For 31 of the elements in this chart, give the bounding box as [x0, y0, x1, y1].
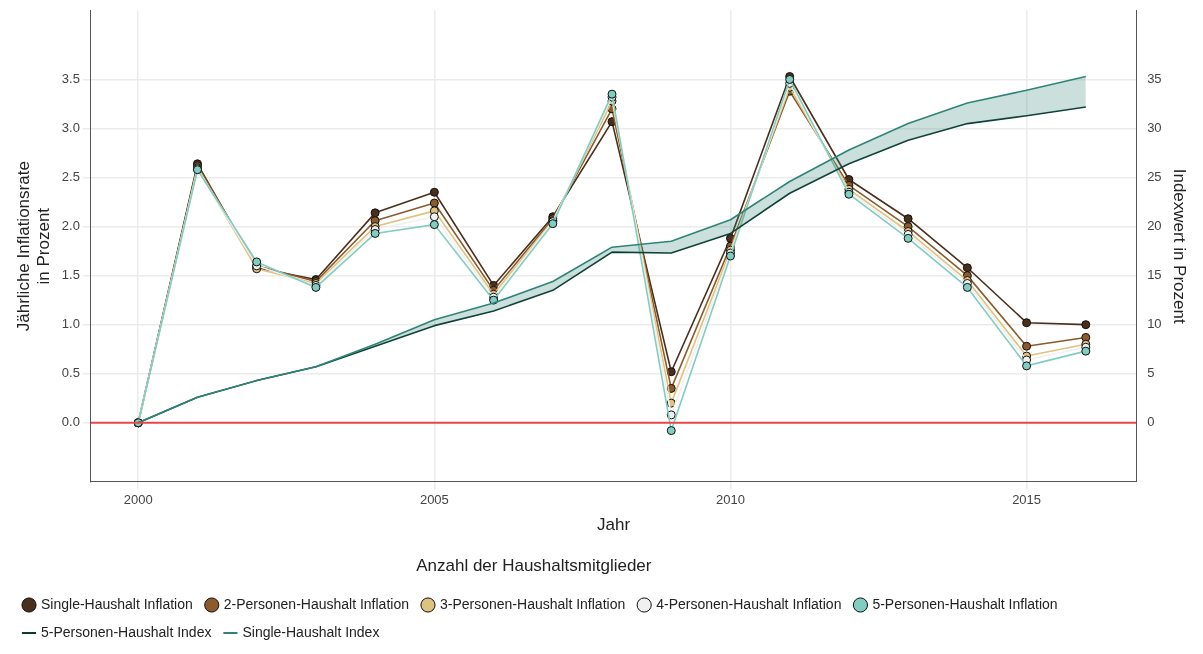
- y-tick-label: 1.0: [61, 316, 80, 332]
- legend-label: Single-Haushalt Index: [242, 623, 380, 640]
- x-tick-label: 2015: [1012, 491, 1042, 507]
- y2-axis-title: Indexwert in Prozent: [1170, 168, 1190, 324]
- legend-title: Anzahl der Haushaltsmitglieder: [416, 555, 652, 575]
- y-axis-title: Jährliche Inflationsrate in Prozent: [13, 161, 54, 332]
- x-tick-label: 2000: [123, 491, 153, 507]
- y-tick-label: 2.0: [61, 218, 80, 234]
- legend-label: 3-Personen-Haushalt Inflation: [439, 595, 626, 612]
- y2-tick-label: 30: [1147, 120, 1162, 136]
- y2-tick-label: 25: [1147, 169, 1162, 185]
- y-tick-label: 3.5: [61, 71, 80, 87]
- y2-tick-label: 35: [1147, 71, 1162, 87]
- y2-tick-label: 15: [1147, 267, 1162, 283]
- legend-label: 2-Personen-Haushalt Inflation: [223, 595, 409, 612]
- x-tick-label: 2005: [419, 491, 449, 507]
- y2-tick-label: 0: [1147, 414, 1155, 430]
- legend-label: Single-Haushalt Inflation: [41, 595, 193, 612]
- legend-label: 4-Personen-Haushalt Inflation: [656, 595, 842, 612]
- y2-tick-label: 20: [1147, 218, 1162, 234]
- y2-tick-label: 10: [1147, 316, 1162, 332]
- y-tick-label: 1.5: [61, 267, 80, 283]
- x-tick-label: 2010: [716, 491, 745, 507]
- y-tick-label: 0.0: [61, 414, 80, 430]
- y-tick-label: 0.5: [61, 365, 80, 381]
- x-axis-title: Jahr: [596, 515, 631, 535]
- y2-tick-label: 5: [1147, 365, 1155, 381]
- y-tick-label: 2.5: [61, 169, 80, 185]
- legend-label: 5-Personen-Haushalt Inflation: [872, 595, 1058, 612]
- y-tick-label: 3.0: [61, 120, 80, 136]
- legend-label: 5-Personen-Haushalt Index: [41, 623, 212, 640]
